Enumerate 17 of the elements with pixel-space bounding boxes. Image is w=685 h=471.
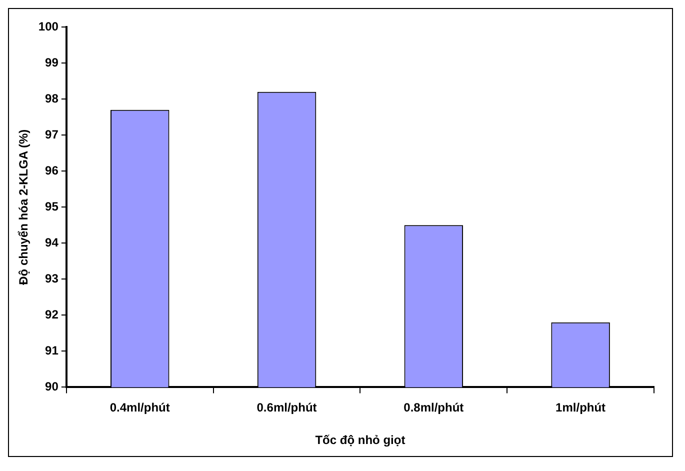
y-tick-label: 94 (45, 235, 59, 250)
y-tick-label: 97 (45, 127, 59, 142)
y-tick-label: 91 (45, 343, 59, 358)
y-tick-label: 93 (45, 271, 59, 286)
y-tick-label: 95 (45, 199, 59, 214)
x-axis-title: Tốc độ nhỏ giọt (315, 433, 406, 448)
x-tick-label: 0.6ml/phút (256, 400, 317, 415)
y-tick-label: 92 (45, 307, 59, 322)
y-tick-label: 99 (45, 55, 59, 70)
x-tick-label: 1ml/phút (556, 400, 606, 415)
x-tick-label: 0.8ml/phút (404, 400, 464, 415)
y-tick-label: 90 (45, 380, 59, 394)
y-tick-label: 98 (45, 91, 59, 106)
x-tick-label: 0.4ml/phút (110, 400, 170, 415)
y-tick-label: 100 (38, 19, 59, 34)
y-tick-label: 96 (45, 163, 59, 178)
y-axis-title: Độ chuyển hóa 2-KLGA (%) (16, 129, 31, 285)
